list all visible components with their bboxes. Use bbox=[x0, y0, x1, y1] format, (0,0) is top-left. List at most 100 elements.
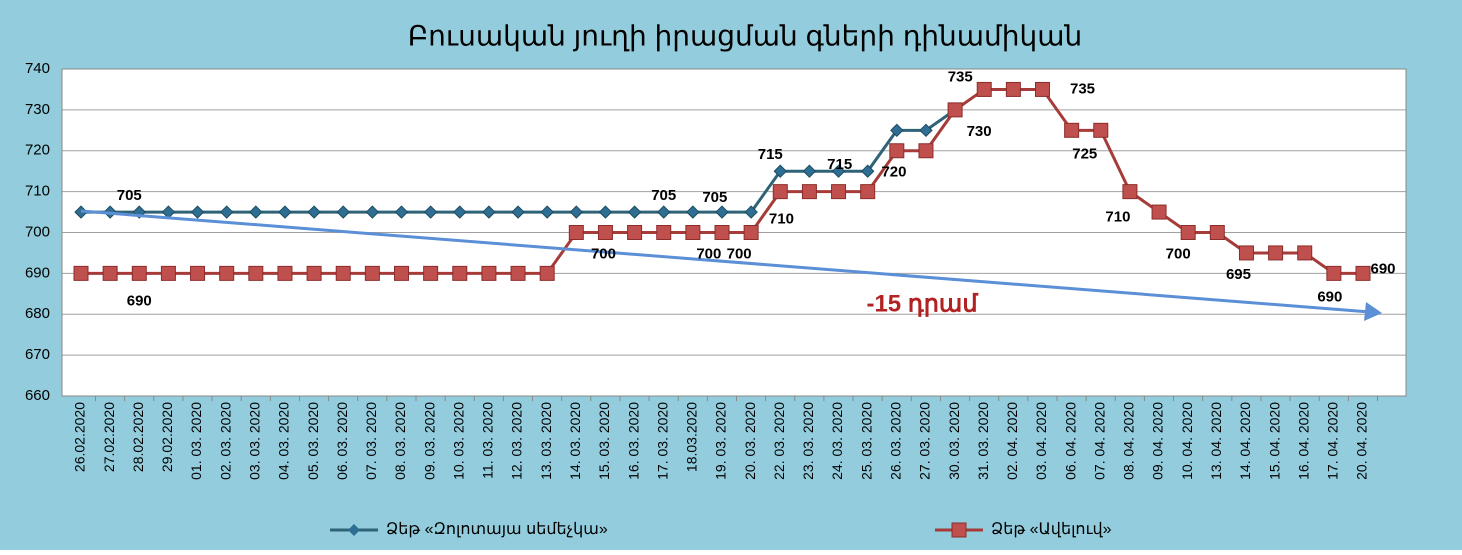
square-marker bbox=[772, 184, 788, 200]
square-marker bbox=[1005, 81, 1021, 97]
data-label: 690 bbox=[127, 292, 152, 309]
diamond-marker bbox=[802, 164, 817, 178]
x-tick-label: 20. 03. 2020 bbox=[742, 402, 758, 480]
square-marker bbox=[831, 184, 847, 200]
square-marker bbox=[160, 265, 176, 281]
legend-label: Ձեթ «Զոլոտայա սեմեչկա» bbox=[386, 521, 608, 538]
diamond-marker bbox=[278, 205, 292, 219]
diamond-marker bbox=[686, 205, 700, 219]
x-tick-label: 24. 03. 2020 bbox=[829, 402, 845, 480]
square-marker bbox=[685, 225, 701, 240]
diamond-marker bbox=[715, 205, 729, 219]
x-tick-label: 16. 03. 2020 bbox=[625, 402, 641, 480]
x-tick-label: 20. 04. 2020 bbox=[1354, 402, 1370, 480]
x-tick-label: 09. 03. 2020 bbox=[421, 402, 437, 480]
arrow-head bbox=[1364, 302, 1382, 321]
square-marker bbox=[743, 225, 759, 240]
y-tick-label: 660 bbox=[25, 387, 50, 404]
x-tick-label: 14. 03. 2020 bbox=[567, 402, 583, 480]
x-tick-label: 22. 03. 2020 bbox=[771, 402, 787, 480]
x-tick-label: 03. 04. 2020 bbox=[1033, 402, 1049, 480]
x-tick-label: 04. 03. 2020 bbox=[276, 402, 292, 480]
x-tick-label: 13. 03. 2020 bbox=[538, 402, 554, 480]
x-tick-label: 09. 04. 2020 bbox=[1150, 402, 1166, 480]
square-marker bbox=[1035, 81, 1050, 97]
diamond-marker bbox=[132, 205, 146, 219]
square-marker bbox=[452, 265, 468, 281]
x-tick-label: 08. 04. 2020 bbox=[1121, 402, 1137, 480]
x-tick-label: 02. 03. 2020 bbox=[217, 402, 233, 480]
x-tick-label: 02. 04. 2020 bbox=[1004, 402, 1020, 480]
square-marker bbox=[1238, 245, 1254, 261]
data-label: 700 bbox=[727, 245, 752, 262]
x-tick-label: 26.02.2020 bbox=[72, 402, 88, 472]
data-label: 710 bbox=[769, 211, 794, 228]
y-tick-label: 700 bbox=[25, 223, 50, 240]
y-tick-label: 690 bbox=[25, 264, 50, 281]
diamond-marker bbox=[919, 123, 933, 138]
square-marker bbox=[1064, 122, 1080, 138]
x-tick-label: 07. 04. 2020 bbox=[1091, 402, 1107, 480]
square-marker bbox=[918, 143, 934, 159]
x-tick-label: 15. 03. 2020 bbox=[596, 402, 612, 480]
diamond-marker bbox=[482, 205, 496, 219]
square-marker bbox=[423, 265, 439, 281]
square-marker bbox=[539, 265, 555, 281]
data-label: 715 bbox=[827, 156, 852, 173]
diamond-marker bbox=[249, 205, 263, 219]
square-marker bbox=[801, 184, 817, 200]
y-tick-label: 720 bbox=[25, 142, 50, 159]
square-marker bbox=[889, 143, 905, 159]
x-tick-label: 10. 04. 2020 bbox=[1179, 402, 1195, 480]
diamond-marker bbox=[860, 164, 875, 178]
y-tick-label: 730 bbox=[25, 101, 50, 118]
square-marker bbox=[597, 225, 613, 240]
x-tick-label: 12. 03. 2020 bbox=[509, 402, 525, 480]
diamond-marker bbox=[394, 205, 409, 219]
chart-title: Բուսական յուղի իրացման գների դինամիկան bbox=[408, 20, 1083, 51]
x-tick-label: 13. 04. 2020 bbox=[1208, 402, 1224, 480]
x-tick-label: 10. 03. 2020 bbox=[450, 402, 466, 480]
trend-arrow bbox=[80, 209, 1371, 314]
square-marker bbox=[364, 265, 380, 281]
x-tick-label: 06. 03. 2020 bbox=[334, 402, 350, 480]
square-marker bbox=[219, 265, 235, 281]
diamond-marker bbox=[773, 164, 787, 178]
square-marker bbox=[568, 225, 584, 240]
diamond-marker bbox=[598, 205, 613, 219]
square-marker bbox=[860, 184, 876, 200]
square-marker bbox=[102, 265, 118, 281]
square-marker bbox=[1326, 265, 1342, 281]
data-label: 720 bbox=[881, 164, 906, 181]
square-marker bbox=[248, 265, 264, 281]
data-label: 690 bbox=[1370, 260, 1395, 277]
x-tick-label: 27. 03. 2020 bbox=[917, 402, 933, 480]
square-marker bbox=[1268, 245, 1284, 261]
x-tick-label: 30. 03. 2020 bbox=[946, 402, 962, 480]
diamond-marker bbox=[190, 205, 205, 219]
x-tick-label: 28.02.2020 bbox=[130, 402, 146, 472]
plot-border bbox=[61, 68, 1407, 397]
square-marker bbox=[510, 265, 526, 281]
x-tick-label: 18.03.2020 bbox=[684, 402, 700, 472]
square-marker bbox=[394, 265, 409, 281]
y-tick-label: 710 bbox=[25, 183, 50, 200]
legend-label: Ձեթ «Ավելուվ» bbox=[991, 521, 1112, 538]
data-label: 695 bbox=[1226, 266, 1251, 283]
data-label: 705 bbox=[117, 187, 142, 204]
x-tick-label: 08. 03. 2020 bbox=[392, 402, 408, 480]
diamond-marker bbox=[423, 205, 438, 219]
square-marker bbox=[1180, 225, 1196, 240]
diamond-marker bbox=[744, 205, 758, 219]
diamond-marker bbox=[365, 205, 380, 219]
x-tick-label: 16. 04. 2020 bbox=[1295, 402, 1311, 480]
square-marker bbox=[73, 265, 89, 281]
data-label: 725 bbox=[1072, 145, 1097, 162]
square-marker bbox=[277, 265, 293, 281]
diamond-marker bbox=[831, 164, 846, 178]
legend-marker bbox=[951, 522, 967, 538]
square-marker bbox=[1093, 122, 1109, 138]
x-tick-label: 26. 03. 2020 bbox=[888, 402, 904, 480]
diamond-marker bbox=[336, 205, 350, 219]
